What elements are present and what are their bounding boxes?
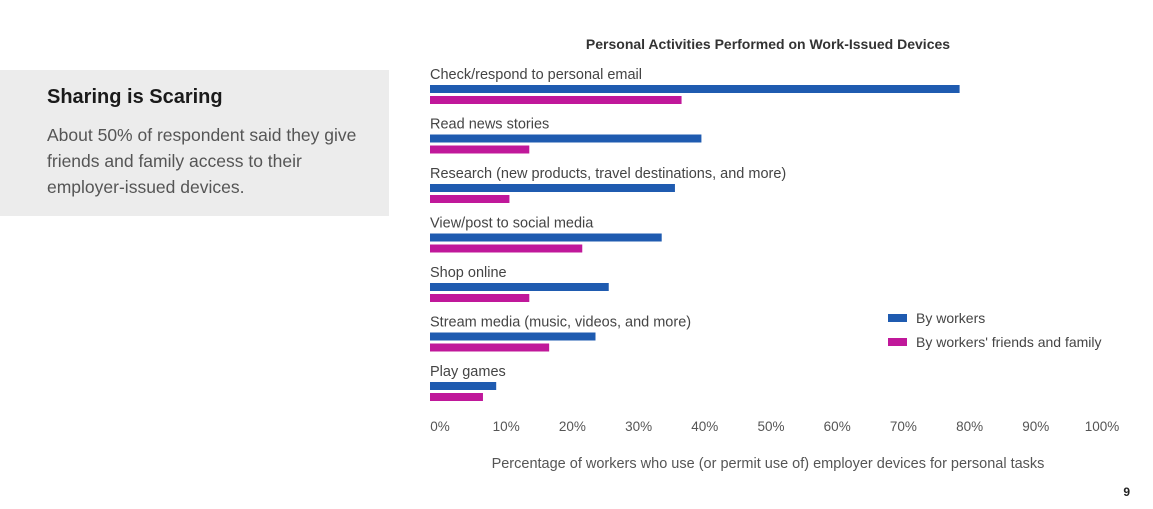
legend-label: By workers	[916, 310, 985, 326]
x-tick-label: 50%	[757, 419, 784, 434]
bar-by-workers	[430, 382, 497, 390]
chart-title: Personal Activities Performed on Work-Is…	[586, 36, 950, 52]
category-group: Check/respond to personal email	[430, 67, 960, 104]
sidebar-title: Sharing is Scaring	[47, 86, 223, 108]
legend-swatch	[888, 338, 907, 346]
bar-by-workers	[430, 233, 662, 242]
category-label: Read news stories	[430, 117, 549, 133]
x-tick-label: 30%	[625, 419, 652, 434]
bar-by-friends-family	[430, 96, 682, 104]
x-tick-label: 100%	[1085, 419, 1120, 434]
bar-by-workers	[430, 283, 609, 291]
x-tick-label: 70%	[890, 419, 917, 434]
category-label: Stream media (music, videos, and more)	[430, 315, 691, 331]
bar-by-workers	[430, 134, 702, 143]
x-axis-label: Percentage of workers who use (or permit…	[492, 456, 1045, 472]
x-tick-label: 40%	[691, 419, 718, 434]
sidebar-body-text: About 50% of respondent said they give f…	[47, 125, 357, 197]
category-group: Read news stories	[430, 117, 702, 154]
category-group: Shop online	[430, 265, 609, 302]
bar-by-friends-family	[430, 244, 583, 253]
category-groups: Check/respond to personal email Read news…	[430, 67, 960, 401]
category-label: Play games	[430, 364, 506, 380]
legend-swatch	[888, 314, 907, 322]
bar-by-friends-family	[430, 343, 550, 352]
category-label: Check/respond to personal email	[430, 67, 642, 83]
x-tick-label: 80%	[956, 419, 983, 434]
bar-by-workers	[430, 184, 675, 192]
x-tick-label: 20%	[559, 419, 586, 434]
x-tick-label: 60%	[824, 419, 851, 434]
legend: By workers By workers' friends and family	[888, 310, 1102, 350]
category-group: Stream media (music, videos, and more)	[430, 315, 691, 352]
legend-label: By workers' friends and family	[916, 334, 1102, 350]
bar-by-friends-family	[430, 393, 483, 401]
category-group: Research (new products, travel destinati…	[430, 166, 786, 203]
bar-by-workers	[430, 85, 960, 93]
x-tick-label: 0%	[430, 419, 450, 434]
sidebar-callout: Sharing is Scaring About 50% of responde…	[0, 70, 389, 216]
page-number: 9	[1123, 485, 1130, 499]
bar-by-workers	[430, 332, 596, 341]
x-axis-ticks: 0% 10% 20% 30% 40% 50% 60% 70% 80% 90% 100%	[430, 419, 1119, 434]
x-tick-label: 10%	[493, 419, 520, 434]
category-group: Play games	[430, 364, 506, 401]
category-group: View/post to social media	[430, 216, 662, 253]
bar-by-friends-family	[430, 294, 530, 302]
category-label: View/post to social media	[430, 216, 594, 232]
category-label: Shop online	[430, 265, 507, 281]
x-tick-label: 90%	[1022, 419, 1049, 434]
bar-by-friends-family	[430, 145, 530, 154]
category-label: Research (new products, travel destinati…	[430, 166, 786, 182]
bar-by-friends-family	[430, 195, 510, 203]
